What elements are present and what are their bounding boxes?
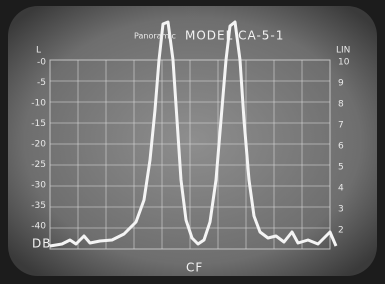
right-scale-title: LIN <box>336 46 350 56</box>
right-scale-label: 2 <box>338 226 344 236</box>
right-scale-label: 10 <box>338 58 350 68</box>
left-scale-label: -25 <box>31 160 46 170</box>
left-scale-label: -30 <box>31 181 46 191</box>
left-scale-label: -20 <box>31 140 46 150</box>
right-scale-label: 3 <box>338 205 344 215</box>
model: MODEL CA-5-1 <box>185 29 284 43</box>
scope-screen: Panoramic MODEL CA-5-1 L LIN DB CF -0 -5 -… <box>0 0 385 284</box>
right-scale-label: 8 <box>338 100 344 110</box>
brand: Panoramic <box>134 32 176 41</box>
left-scale-title: L <box>36 46 41 56</box>
right-scale-label: 5 <box>338 163 344 173</box>
right-scale-label: 7 <box>338 121 344 131</box>
left-scale-unit: DB <box>32 237 51 251</box>
left-scale-label: -10 <box>31 99 46 109</box>
page: {"header": {"brand": "Panoramic", "model… <box>0 0 385 284</box>
left-scale-label: -40 <box>31 222 46 232</box>
right-scale-label: 4 <box>338 184 344 194</box>
center-label: CF <box>186 261 203 275</box>
left-scale-label: -0 <box>37 58 46 68</box>
left-scale-label: -15 <box>31 119 46 129</box>
left-scale-label: -5 <box>37 78 46 88</box>
right-scale-label: 6 <box>338 142 344 152</box>
right-scale-label: 9 <box>338 79 344 89</box>
left-scale-label: -35 <box>31 201 46 211</box>
